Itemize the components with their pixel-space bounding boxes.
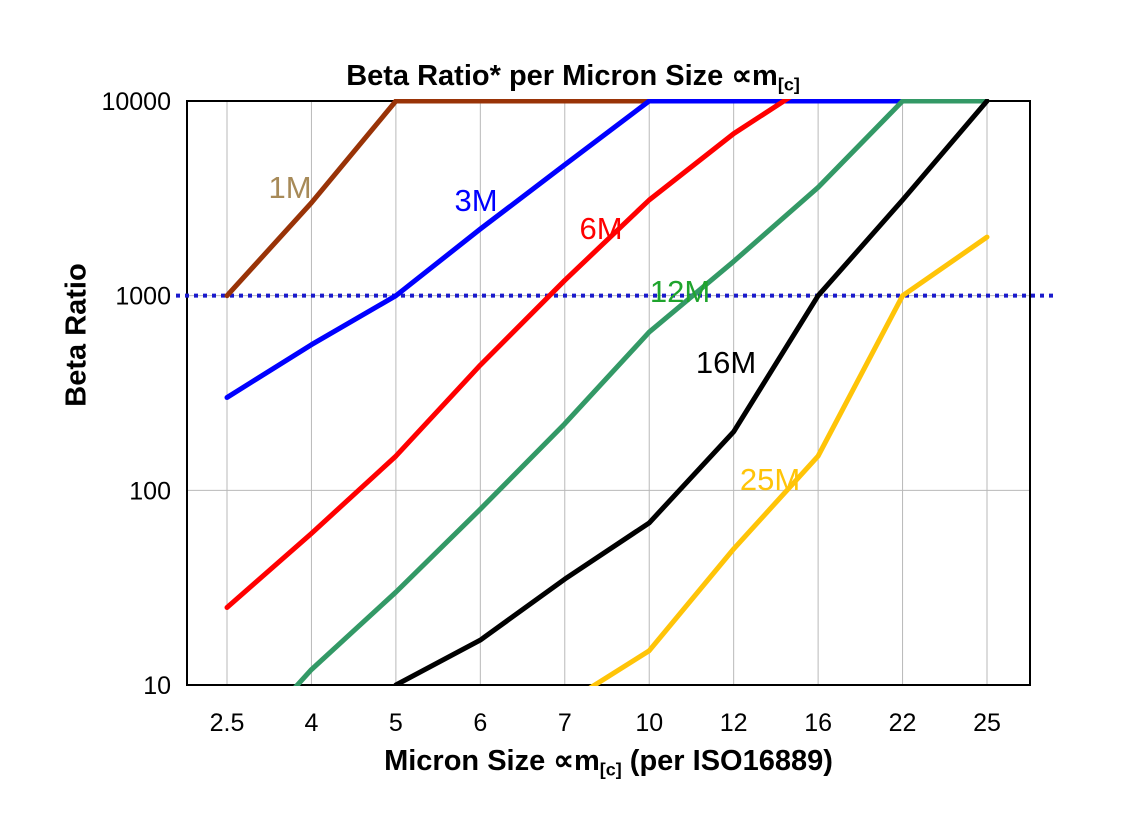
x-tick-10: 10 (635, 709, 663, 737)
x-tick-16: 16 (804, 709, 832, 737)
series-label-25M: 25M (740, 462, 800, 497)
x-tick-7: 7 (558, 709, 572, 737)
series-label-16M: 16M (696, 345, 756, 380)
x-tick-6: 6 (473, 709, 487, 737)
y-tick-10000: 10000 (101, 88, 171, 116)
x-tick-12: 12 (720, 709, 748, 737)
y-tick-1000: 1000 (115, 283, 171, 311)
series-line-25M (588, 234, 990, 686)
x-axis-title-subscript: [c] (599, 759, 622, 780)
series-line-16M (393, 99, 990, 686)
series-label-3M: 3M (454, 183, 497, 218)
chart-title-text: Beta Ratio* per Micron Size ∝m (346, 60, 778, 92)
y-tick-10: 10 (143, 672, 171, 700)
x-tick-22: 22 (889, 709, 917, 737)
x-axis-title: Micron Size ∝m[c] (per ISO16889) (187, 743, 1030, 780)
x-tick-2.5: 2.5 (210, 709, 245, 737)
x-tick-4: 4 (304, 709, 318, 737)
x-tick-5: 5 (389, 709, 403, 737)
series-line-6M (224, 99, 792, 610)
y-tick-100: 100 (129, 477, 171, 505)
series-label-1M: 1M (268, 170, 311, 205)
series-label-12M: 12M (650, 274, 710, 309)
x-axis-title-suffix: (per ISO16889) (621, 745, 833, 777)
x-tick-25: 25 (973, 709, 1001, 737)
chart-title: Beta Ratio* per Micron Size ∝m[c] (0, 58, 1146, 95)
chart-title-subscript: [c] (777, 74, 800, 95)
y-axis-title: Beta Ratio (60, 263, 93, 407)
series-lines (224, 99, 990, 686)
series-line-3M (224, 99, 906, 400)
series-line-12M (293, 99, 990, 686)
series-label-6M: 6M (579, 211, 622, 246)
plot-border (186, 100, 1031, 686)
series-line-1M (224, 99, 652, 299)
x-axis-title-text: Micron Size ∝m (384, 745, 600, 777)
gridlines (187, 101, 1030, 685)
